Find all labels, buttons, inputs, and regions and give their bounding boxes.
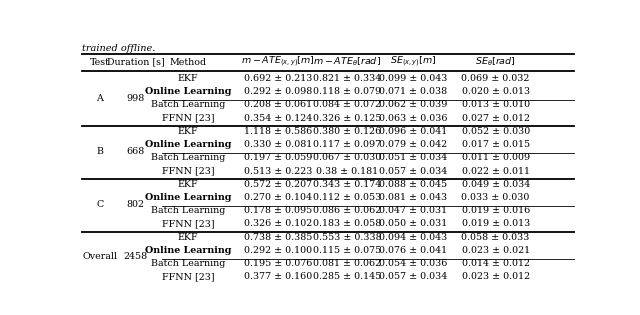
Text: 802: 802 <box>127 200 145 209</box>
Text: 0.022 ± 0.011: 0.022 ± 0.011 <box>461 167 530 175</box>
Text: 0.112 ± 0.053: 0.112 ± 0.053 <box>313 193 381 202</box>
Text: 0.020 ± 0.013: 0.020 ± 0.013 <box>461 87 530 96</box>
Text: 1.118 ± 0.586: 1.118 ± 0.586 <box>244 127 312 136</box>
Text: 0.049 ± 0.034: 0.049 ± 0.034 <box>461 180 530 189</box>
Text: 0.292 ± 0.098: 0.292 ± 0.098 <box>244 87 312 96</box>
Text: 0.013 ± 0.010: 0.013 ± 0.010 <box>461 100 530 110</box>
Text: 0.117 ± 0.097: 0.117 ± 0.097 <box>313 140 381 149</box>
Text: 0.017 ± 0.015: 0.017 ± 0.015 <box>461 140 530 149</box>
Text: 0.380 ± 0.126: 0.380 ± 0.126 <box>313 127 381 136</box>
Text: 0.099 ± 0.043: 0.099 ± 0.043 <box>379 74 447 83</box>
Text: 0.096 ± 0.041: 0.096 ± 0.041 <box>379 127 447 136</box>
Text: B: B <box>97 147 103 156</box>
Text: 0.054 ± 0.036: 0.054 ± 0.036 <box>379 259 447 268</box>
Text: 0.047 ± 0.031: 0.047 ± 0.031 <box>380 206 447 215</box>
Text: 0.063 ± 0.036: 0.063 ± 0.036 <box>379 114 447 123</box>
Text: 0.067 ± 0.030: 0.067 ± 0.030 <box>313 153 381 162</box>
Text: 0.011 ± 0.009: 0.011 ± 0.009 <box>461 153 530 162</box>
Text: Overall: Overall <box>83 253 117 261</box>
Text: 0.270 ± 0.104: 0.270 ± 0.104 <box>244 193 312 202</box>
Text: 2458: 2458 <box>124 253 148 261</box>
Text: 0.084 ± 0.072: 0.084 ± 0.072 <box>313 100 381 110</box>
Text: Batch Learning: Batch Learning <box>151 206 225 215</box>
Text: Online Learning: Online Learning <box>145 140 231 149</box>
Text: 0.033 ± 0.030: 0.033 ± 0.030 <box>461 193 530 202</box>
Text: 0.178 ± 0.095: 0.178 ± 0.095 <box>244 206 312 215</box>
Text: 0.208 ± 0.061: 0.208 ± 0.061 <box>244 100 312 110</box>
Text: Batch Learning: Batch Learning <box>151 153 225 162</box>
Text: 0.094 ± 0.043: 0.094 ± 0.043 <box>379 233 447 242</box>
Text: Test: Test <box>90 58 110 66</box>
Text: A: A <box>97 94 103 103</box>
Text: 0.019 ± 0.013: 0.019 ± 0.013 <box>461 220 530 228</box>
Text: 0.051 ± 0.034: 0.051 ± 0.034 <box>379 153 447 162</box>
Text: 0.738 ± 0.385: 0.738 ± 0.385 <box>244 233 312 242</box>
Text: Online Learning: Online Learning <box>145 193 231 202</box>
Text: 0.377 ± 0.160: 0.377 ± 0.160 <box>244 272 312 281</box>
Text: 0.023 ± 0.021: 0.023 ± 0.021 <box>461 246 530 255</box>
Text: Batch Learning: Batch Learning <box>151 100 225 110</box>
Text: $m - ATE_{\theta}[rad]$: $m - ATE_{\theta}[rad]$ <box>313 56 381 68</box>
Text: EKF: EKF <box>178 127 198 136</box>
Text: 0.069 ± 0.032: 0.069 ± 0.032 <box>461 74 530 83</box>
Text: 668: 668 <box>127 147 145 156</box>
Text: 0.195 ± 0.076: 0.195 ± 0.076 <box>244 259 312 268</box>
Text: 0.057 ± 0.034: 0.057 ± 0.034 <box>379 167 447 175</box>
Text: $SE_{(x,y)}[m]$: $SE_{(x,y)}[m]$ <box>390 55 436 69</box>
Text: C: C <box>96 200 104 209</box>
Text: Online Learning: Online Learning <box>145 87 231 96</box>
Text: 0.076 ± 0.041: 0.076 ± 0.041 <box>380 246 447 255</box>
Text: 0.513 ± 0.223: 0.513 ± 0.223 <box>244 167 312 175</box>
Text: 0.079 ± 0.042: 0.079 ± 0.042 <box>380 140 447 149</box>
Text: 0.354 ± 0.124: 0.354 ± 0.124 <box>244 114 312 123</box>
Text: EKF: EKF <box>178 180 198 189</box>
Text: 0.38 ± 0.181: 0.38 ± 0.181 <box>316 167 378 175</box>
Text: Online Learning: Online Learning <box>145 246 231 255</box>
Text: Batch Learning: Batch Learning <box>151 259 225 268</box>
Text: 0.058 ± 0.033: 0.058 ± 0.033 <box>461 233 530 242</box>
Text: 0.062 ± 0.039: 0.062 ± 0.039 <box>379 100 447 110</box>
Text: EKF: EKF <box>178 233 198 242</box>
Text: FFNN [23]: FFNN [23] <box>162 220 214 228</box>
Text: 0.326 ± 0.102: 0.326 ± 0.102 <box>244 220 312 228</box>
Text: 0.183 ± 0.058: 0.183 ± 0.058 <box>313 220 381 228</box>
Text: $m - ATE_{(x,y)}[m]$: $m - ATE_{(x,y)}[m]$ <box>241 55 316 69</box>
Text: 0.572 ± 0.207: 0.572 ± 0.207 <box>244 180 312 189</box>
Text: FFNN [23]: FFNN [23] <box>162 272 214 281</box>
Text: 0.088 ± 0.045: 0.088 ± 0.045 <box>380 180 447 189</box>
Text: 0.285 ± 0.145: 0.285 ± 0.145 <box>313 272 381 281</box>
Text: Duration [s]: Duration [s] <box>107 58 164 66</box>
Text: 0.023 ± 0.012: 0.023 ± 0.012 <box>461 272 530 281</box>
Text: EKF: EKF <box>178 74 198 83</box>
Text: 0.086 ± 0.062: 0.086 ± 0.062 <box>313 206 381 215</box>
Text: 0.330 ± 0.081: 0.330 ± 0.081 <box>244 140 312 149</box>
Text: $SE_{\theta}[rad]$: $SE_{\theta}[rad]$ <box>476 56 516 68</box>
Text: 0.057 ± 0.034: 0.057 ± 0.034 <box>379 272 447 281</box>
Text: 0.692 ± 0.213: 0.692 ± 0.213 <box>244 74 312 83</box>
Text: 0.292 ± 0.100: 0.292 ± 0.100 <box>244 246 312 255</box>
Text: 0.326 ± 0.125: 0.326 ± 0.125 <box>313 114 381 123</box>
Text: 0.014 ± 0.012: 0.014 ± 0.012 <box>461 259 530 268</box>
Text: 998: 998 <box>127 94 145 103</box>
Text: 0.118 ± 0.079: 0.118 ± 0.079 <box>313 87 381 96</box>
Text: 0.027 ± 0.012: 0.027 ± 0.012 <box>461 114 530 123</box>
Text: 0.050 ± 0.031: 0.050 ± 0.031 <box>379 220 447 228</box>
Text: trained offline.: trained offline. <box>83 44 156 53</box>
Text: 0.553 ± 0.338: 0.553 ± 0.338 <box>312 233 381 242</box>
Text: FFNN [23]: FFNN [23] <box>162 114 214 123</box>
Text: 0.197 ± 0.059: 0.197 ± 0.059 <box>244 153 312 162</box>
Text: 0.081 ± 0.062: 0.081 ± 0.062 <box>313 259 381 268</box>
Text: 0.019 ± 0.016: 0.019 ± 0.016 <box>461 206 530 215</box>
Text: 0.343 ± 0.174: 0.343 ± 0.174 <box>313 180 381 189</box>
Text: FFNN [23]: FFNN [23] <box>162 167 214 175</box>
Text: 0.052 ± 0.030: 0.052 ± 0.030 <box>461 127 530 136</box>
Text: 0.071 ± 0.038: 0.071 ± 0.038 <box>380 87 447 96</box>
Text: Method: Method <box>170 58 207 66</box>
Text: 0.115 ± 0.075: 0.115 ± 0.075 <box>313 246 381 255</box>
Text: 0.081 ± 0.043: 0.081 ± 0.043 <box>380 193 447 202</box>
Text: 0.821 ± 0.334: 0.821 ± 0.334 <box>313 74 381 83</box>
